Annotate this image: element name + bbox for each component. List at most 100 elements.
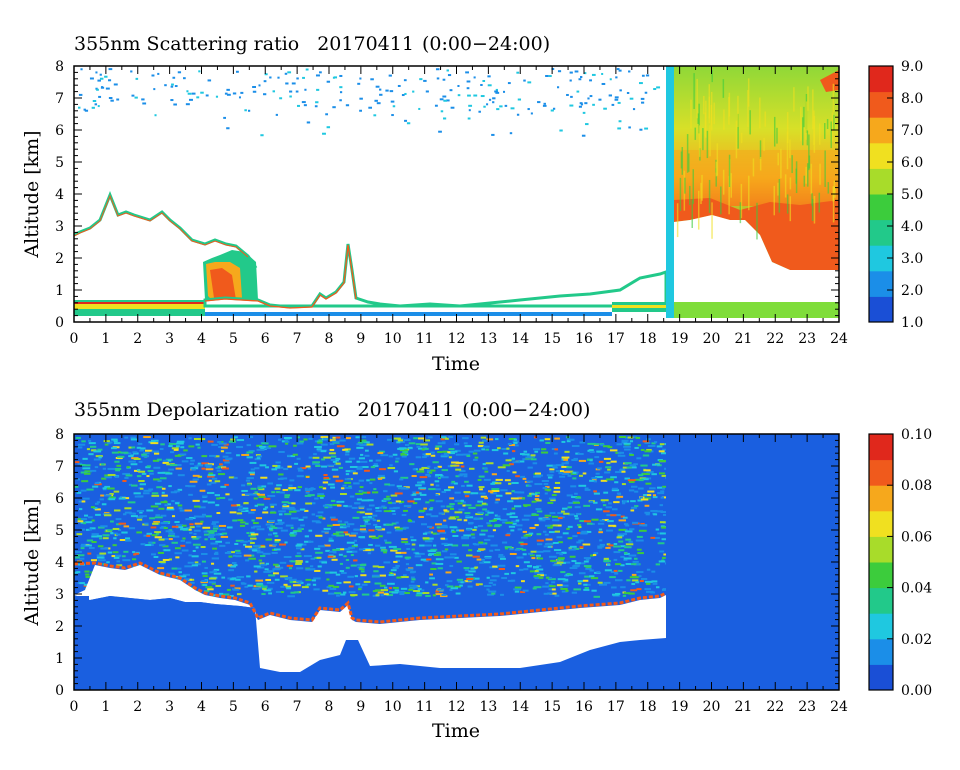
noise-speck xyxy=(494,514,498,517)
noise-speck xyxy=(556,86,560,89)
noise-speck xyxy=(478,548,486,551)
noise-speck xyxy=(589,500,594,503)
noise-speck xyxy=(225,493,230,496)
noise-speck xyxy=(617,454,626,457)
noise-speck xyxy=(566,466,572,469)
noise-speck xyxy=(473,449,481,452)
noise-speck xyxy=(123,550,129,553)
noise-speck xyxy=(112,527,120,530)
noise-speck xyxy=(410,576,415,579)
noise-speck xyxy=(75,556,80,559)
noise-speck xyxy=(500,557,506,560)
noise-speck xyxy=(585,558,590,561)
noise-speck xyxy=(601,500,605,503)
noise-speck xyxy=(537,572,544,575)
noise-speck xyxy=(553,549,562,552)
noise-speck xyxy=(191,536,197,539)
noise-speck xyxy=(268,592,272,595)
noise-speck xyxy=(271,526,278,529)
noise-speck xyxy=(204,566,208,569)
noise-speck xyxy=(151,553,156,556)
noise-speck xyxy=(125,539,132,542)
noise-speck xyxy=(464,445,472,448)
noise-speck xyxy=(606,529,613,532)
noise-speck xyxy=(241,489,248,492)
noise-speck xyxy=(278,513,283,516)
noise-speck xyxy=(400,454,408,457)
colorbar-tick-label: 8.0 xyxy=(901,91,923,107)
noise-speck xyxy=(214,480,221,483)
noise-speck xyxy=(269,519,276,522)
noise-speck xyxy=(655,528,660,531)
noise-speck xyxy=(529,455,535,458)
noise-speck xyxy=(388,74,392,77)
noise-speck xyxy=(446,99,450,102)
noise-speck xyxy=(490,491,494,494)
noise-speck xyxy=(365,512,373,515)
noise-speck xyxy=(305,490,310,493)
noise-speck xyxy=(383,551,387,554)
noise-speck xyxy=(433,553,442,556)
noise-speck xyxy=(629,453,634,456)
noise-speck xyxy=(96,501,101,504)
noise-speck xyxy=(329,439,336,442)
noise-speck xyxy=(181,524,187,527)
noise-speck xyxy=(345,486,353,489)
noise-speck xyxy=(292,584,301,587)
noise-speck xyxy=(475,504,483,507)
noise-speck xyxy=(617,127,622,130)
cloud-streak xyxy=(800,106,802,141)
noise-speck xyxy=(558,541,563,544)
noise-speck xyxy=(114,467,122,470)
noise-speck xyxy=(616,443,623,446)
noise-speck xyxy=(369,459,373,462)
noise-speck xyxy=(530,550,537,553)
noise-speck xyxy=(555,464,564,467)
noise-speck xyxy=(646,438,651,441)
noise-speck xyxy=(244,522,249,525)
cloud-streak xyxy=(730,173,732,198)
noise-speck xyxy=(368,106,373,109)
noise-speck xyxy=(269,503,277,506)
noise-speck xyxy=(246,575,251,578)
noise-speck xyxy=(389,571,393,574)
noise-speck xyxy=(321,530,330,533)
depolarization-ratio-noise xyxy=(74,436,673,598)
noise-speck xyxy=(368,529,375,532)
noise-speck xyxy=(522,477,527,480)
noise-speck xyxy=(209,571,214,574)
noise-speck xyxy=(92,485,99,488)
noise-speck xyxy=(431,562,437,565)
noise-speck xyxy=(144,544,152,547)
noise-speck xyxy=(287,595,295,598)
noise-speck xyxy=(383,539,388,542)
noise-speck xyxy=(655,563,661,566)
noise-speck xyxy=(383,510,392,513)
noise-speck xyxy=(392,512,396,515)
noise-speck xyxy=(86,448,90,451)
noise-speck xyxy=(269,525,276,528)
noise-speck xyxy=(261,593,266,596)
noise-speck xyxy=(566,93,569,96)
noise-speck xyxy=(377,591,385,594)
noise-speck xyxy=(323,527,331,530)
noise-speck xyxy=(97,545,104,548)
noise-speck xyxy=(161,487,166,490)
noise-speck xyxy=(196,464,204,467)
noise-speck xyxy=(208,472,214,475)
noise-speck xyxy=(626,579,631,582)
noise-speck xyxy=(224,483,229,486)
noise-speck xyxy=(376,592,380,595)
noise-speck xyxy=(440,505,446,508)
noise-speck xyxy=(446,580,453,583)
noise-speck xyxy=(300,467,307,470)
noise-speck xyxy=(412,589,421,592)
noise-speck xyxy=(424,454,429,457)
noise-speck xyxy=(216,469,222,472)
noise-speck xyxy=(317,565,322,568)
noise-speck xyxy=(449,556,455,559)
noise-speck xyxy=(548,497,556,500)
noise-speck xyxy=(580,532,588,535)
noise-speck xyxy=(531,493,538,496)
cloud-streak xyxy=(698,125,701,157)
